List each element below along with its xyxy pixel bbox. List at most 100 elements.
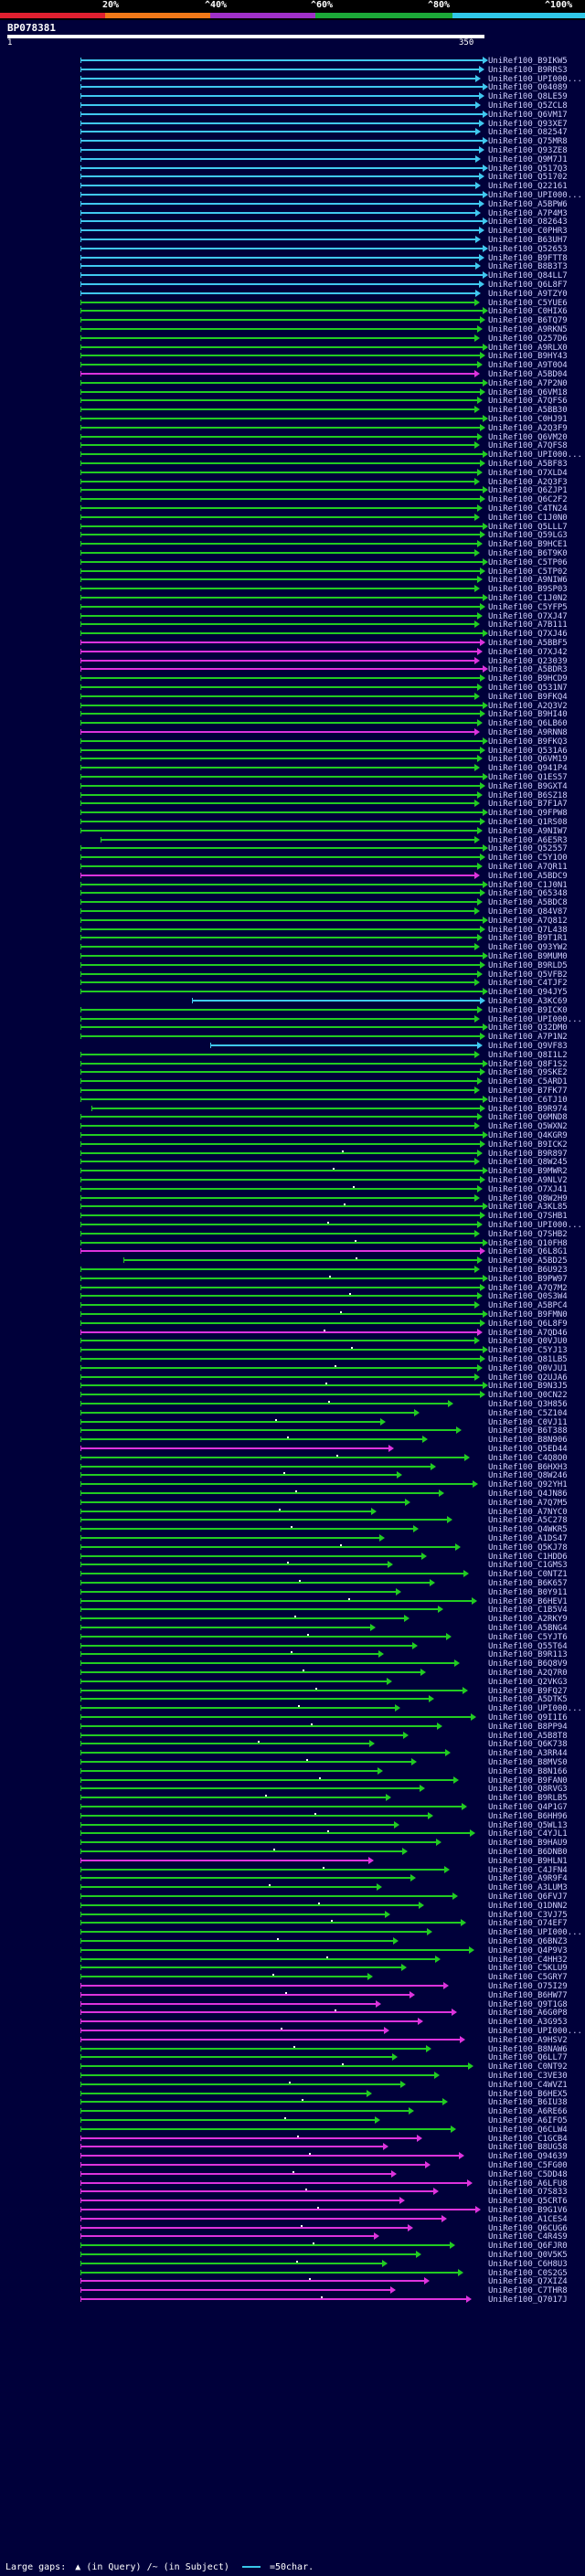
hit-label[interactable]: UniRef100_Q4P9V3 [488, 1945, 568, 1956]
hit-label[interactable]: UniRef100_A9NIW6 [488, 576, 568, 586]
hit-label[interactable]: UniRef100_C4TJF2 [488, 979, 568, 989]
hit-line[interactable] [80, 2002, 376, 2005]
hit-label[interactable]: UniRef100_A7NYC0 [488, 1507, 568, 1517]
hit-label[interactable]: UniRef100_C5DD48 [488, 2169, 568, 2179]
hit-label[interactable]: UniRef100_C0NTZ1 [488, 1570, 568, 1580]
hit-label[interactable]: UniRef100_A5DTK5 [488, 1695, 568, 1705]
hit-label[interactable]: UniRef100_B9ICK2 [488, 1140, 568, 1150]
hit-line[interactable] [80, 694, 474, 697]
hit-line[interactable] [80, 793, 477, 796]
hit-label[interactable]: UniRef100_A5B8T8 [488, 1731, 568, 1741]
hit-line[interactable] [80, 1483, 473, 1486]
hit-line[interactable] [80, 918, 483, 921]
hit-label[interactable]: UniRef100_Q81LB5 [488, 1355, 568, 1364]
hit-line[interactable] [80, 381, 483, 384]
hit-line[interactable] [80, 569, 480, 572]
hit-label[interactable]: UniRef100_B9SP03 [488, 585, 568, 595]
hit-label[interactable]: UniRef100_Q8RVG3 [488, 1785, 568, 1795]
hit-line[interactable] [80, 578, 477, 581]
hit-label[interactable]: UniRef100_B9HLN1 [488, 1856, 568, 1866]
hit-line[interactable] [80, 2190, 433, 2193]
hit-label[interactable]: UniRef100_B6Q8V9 [488, 1659, 568, 1670]
hit-line[interactable] [80, 1653, 378, 1656]
hit-label[interactable]: UniRef100_Q8W246 [488, 1471, 568, 1481]
hit-label[interactable]: UniRef100_Q9T1G8 [488, 1999, 568, 2009]
hit-line[interactable] [80, 597, 483, 599]
hit-label[interactable]: UniRef100_C1J0N2 [488, 594, 568, 603]
hit-label[interactable]: UniRef100_Q6C2F2 [488, 495, 568, 505]
hit-line[interactable] [80, 1698, 429, 1701]
hit-line[interactable] [80, 345, 483, 348]
hit-label[interactable]: UniRef100_C0PHR3 [488, 227, 568, 237]
hit-line[interactable] [80, 856, 480, 859]
hit-line[interactable] [192, 1000, 480, 1002]
hit-line[interactable] [80, 1304, 474, 1307]
hit-line[interactable] [80, 1599, 472, 1602]
hit-label[interactable]: UniRef100_Q6VM18 [488, 387, 568, 398]
hit-line[interactable] [80, 758, 477, 760]
hit-line[interactable] [80, 1026, 483, 1029]
hit-line[interactable] [80, 811, 483, 814]
hit-line[interactable] [80, 1321, 480, 1324]
hit-label[interactable]: UniRef100_UPI000... [488, 1704, 582, 1714]
hit-line[interactable] [80, 1224, 477, 1225]
hit-line[interactable] [80, 122, 479, 124]
hit-label[interactable]: UniRef100_B9HCD9 [488, 674, 568, 684]
hit-line[interactable] [80, 1277, 483, 1279]
hit-label[interactable]: UniRef100_O82547 [488, 128, 568, 138]
hit-label[interactable]: UniRef100_C5YJT6 [488, 1632, 568, 1642]
hit-label[interactable]: UniRef100_A9RNN8 [488, 728, 568, 737]
hit-label[interactable]: UniRef100_O04089 [488, 83, 568, 93]
hit-line[interactable] [80, 2244, 450, 2247]
hit-label[interactable]: UniRef100_B9GXT4 [488, 781, 568, 791]
hit-line[interactable] [80, 1940, 393, 1942]
hit-label[interactable]: UniRef100_C0HJ91 [488, 415, 568, 424]
hit-label[interactable]: UniRef100_Q94JY5 [488, 988, 568, 998]
hit-line[interactable] [80, 623, 474, 626]
hit-line[interactable] [80, 2200, 399, 2202]
hit-line[interactable] [80, 1787, 420, 1790]
hit-label[interactable]: UniRef100_B9IKW5 [488, 57, 568, 66]
hit-label[interactable]: UniRef100_B9HAU9 [488, 1839, 568, 1849]
hit-line[interactable] [80, 1868, 444, 1871]
hit-line[interactable] [80, 202, 479, 205]
hit-line[interactable] [80, 1492, 439, 1494]
hit-line[interactable] [80, 1841, 436, 1844]
hit-label[interactable]: UniRef100_Q6LL77 [488, 2053, 568, 2063]
hit-line[interactable] [80, 1993, 410, 1996]
hit-label[interactable]: UniRef100_B9HCE1 [488, 540, 568, 550]
hit-line[interactable] [80, 892, 480, 895]
hit-label[interactable]: UniRef100_Q6CUG6 [488, 2223, 568, 2233]
hit-label[interactable]: UniRef100_UPI000... [488, 74, 582, 84]
hit-label[interactable]: UniRef100_C5Z104 [488, 1408, 568, 1418]
hit-line[interactable] [80, 1187, 477, 1190]
hit-label[interactable]: UniRef100_Q8W2H9 [488, 1193, 568, 1203]
hit-line[interactable] [80, 2030, 384, 2031]
hit-line[interactable] [80, 1429, 456, 1432]
hit-label[interactable]: UniRef100_Q8I1L2 [488, 1050, 568, 1060]
hit-line[interactable] [80, 2101, 442, 2104]
hit-line[interactable] [80, 991, 483, 993]
hit-label[interactable]: UniRef100_B9HY43 [488, 352, 568, 362]
hit-label[interactable]: UniRef100_A9T0O4 [488, 361, 568, 371]
hit-line[interactable] [80, 175, 479, 178]
hit-label[interactable]: UniRef100_Q6MND8 [488, 1113, 568, 1123]
hit-line[interactable] [80, 1948, 469, 1951]
hit-label[interactable]: UniRef100_O74EF7 [488, 1919, 568, 1929]
hit-line[interactable] [80, 874, 474, 876]
hit-label[interactable]: UniRef100_Q6FVJ7 [488, 1892, 568, 1902]
hit-line[interactable] [80, 292, 475, 294]
hit-label[interactable]: UniRef100_A7Q7M5 [488, 1498, 568, 1508]
hit-line[interactable] [80, 668, 483, 671]
hit-line[interactable] [80, 471, 477, 473]
hit-line[interactable] [80, 981, 474, 984]
hit-line[interactable] [80, 1922, 461, 1924]
hit-line[interactable] [80, 739, 483, 742]
hit-label[interactable]: UniRef100_A5BDC9 [488, 871, 568, 881]
hit-line[interactable] [80, 157, 475, 160]
hit-label[interactable]: UniRef100_Q23039 [488, 656, 568, 666]
hit-line[interactable] [80, 1931, 427, 1934]
hit-line[interactable] [80, 972, 477, 975]
hit-line[interactable] [80, 686, 477, 688]
hit-label[interactable]: UniRef100_A7P4M3 [488, 208, 568, 218]
